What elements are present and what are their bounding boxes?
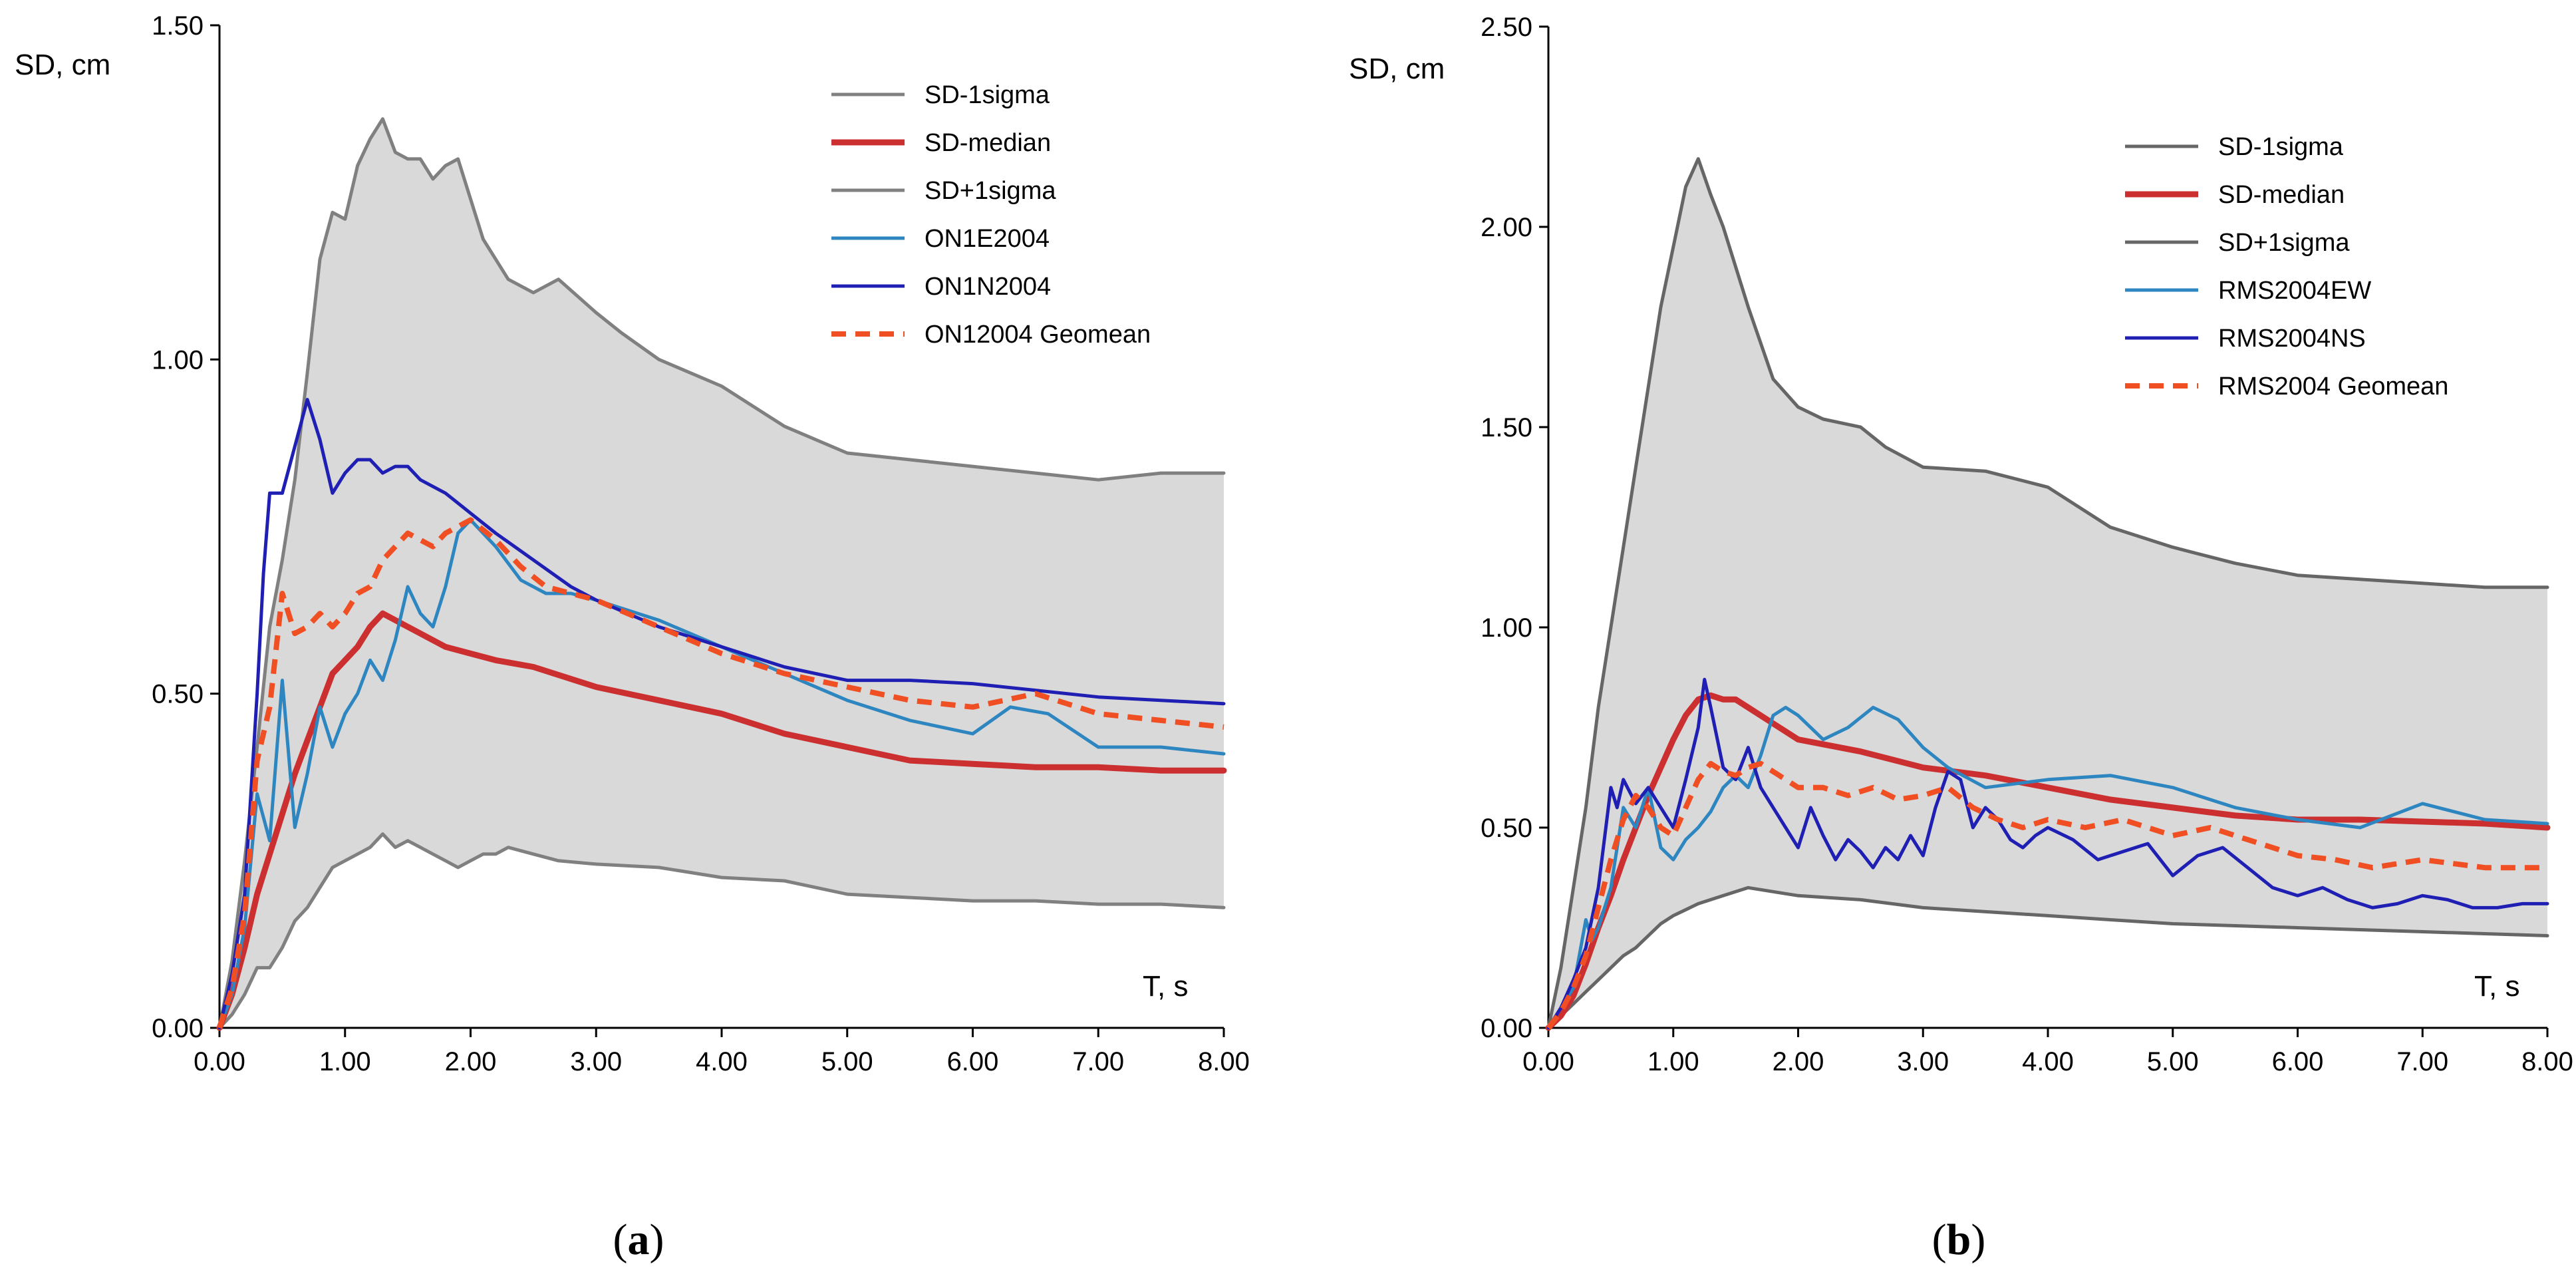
x-tick-label: 1.00 [319, 1047, 371, 1076]
x-tick-label: 7.00 [1072, 1047, 1124, 1076]
series-on1e2004 [217, 518, 1226, 1030]
chart-a-legend: SD-1sigma SD-median SD+1sigma ON1E2004 ON1N2… [831, 81, 1151, 349]
legend-label-rms2004ns: RMS2004NS [2218, 325, 2366, 353]
x-tick-label: 8.00 [2521, 1047, 2573, 1076]
chart-a-y-label: SD, cm [15, 49, 110, 81]
y-tick-label: 0.00 [152, 1014, 204, 1043]
chart-a: 0.00 1.00 2.00 3.00 4.00 5.00 6.00 7.00 8.00 0.0… [15, 11, 1250, 1264]
y-tick-label: 1.50 [1481, 413, 1532, 442]
legend-label-rms2004-geomean: RMS2004 Geomean [2218, 373, 2448, 400]
legend-label-rms2004ew: RMS2004EW [2218, 277, 2371, 305]
chart-b-x-label: T, s [2474, 970, 2519, 1003]
chart-a-x-ticks: 0.00 1.00 2.00 3.00 4.00 5.00 6.00 7.00 8.00 [194, 1028, 1250, 1076]
y-tick-label: 0.50 [152, 680, 204, 709]
series-rms2004ns [1546, 677, 2549, 1030]
chart-b: 0.00 1.00 2.00 3.00 4.00 5.00 6.00 7.00 8.00 0.0… [1349, 13, 2573, 1264]
x-tick-label: 0.00 [194, 1047, 245, 1076]
x-tick-label: 4.00 [696, 1047, 748, 1076]
x-tick-label: 0.00 [1522, 1047, 1574, 1076]
series-on12004-geomean [217, 517, 1224, 1029]
series-sd-1sigma [217, 832, 1226, 1030]
legend-label-on12004-geomean: ON12004 Geomean [925, 321, 1151, 349]
series-sd-1sigma [1546, 885, 2549, 1030]
chart-b-x-ticks: 0.00 1.00 2.00 3.00 4.00 5.00 6.00 7.00 8.00 [1522, 1028, 2573, 1076]
x-tick-label: 2.00 [1773, 1047, 1824, 1076]
x-tick-label: 8.00 [1198, 1047, 1250, 1076]
legend-label-on1n2004: ON1N2004 [925, 273, 1051, 301]
series-rms2004-geomean [1546, 760, 2547, 1030]
x-tick-label: 2.00 [445, 1047, 497, 1076]
series-on1n2004 [217, 398, 1226, 1030]
legend-label-sd-1sigma: SD+1sigma [925, 177, 1056, 205]
series-sd-median [216, 610, 1227, 1031]
chart-b-legend: SD-1sigma SD-median SD+1sigma RMS2004EW RMS2… [2125, 133, 2448, 400]
chart-b-sigma-band [1548, 158, 2547, 1029]
chart-b-panel-label: (b) [1932, 1215, 1986, 1264]
x-tick-label: 6.00 [2272, 1047, 2324, 1076]
y-tick-label: 1.00 [1481, 613, 1532, 643]
legend-label-sd-1sigma: SD+1sigma [2218, 229, 2350, 257]
x-tick-label: 1.00 [1647, 1047, 1699, 1076]
legend-label-sd-median: SD-median [925, 129, 1051, 157]
x-tick-label: 4.00 [2022, 1047, 2074, 1076]
chart-a-series [216, 117, 1227, 1031]
series-sd-median [1545, 692, 2551, 1031]
series-rms2004ew [1546, 705, 2549, 1030]
x-tick-label: 3.00 [1897, 1047, 1949, 1076]
x-tick-label: 5.00 [821, 1047, 873, 1076]
x-tick-label: 3.00 [570, 1047, 622, 1076]
y-tick-label: 1.00 [152, 345, 204, 375]
legend-label-sd-median: SD-median [2218, 181, 2345, 209]
chart-b-panel-letter: b [1947, 1215, 1971, 1264]
chart-b-band-area [1548, 158, 2547, 1029]
y-tick-label: 2.50 [1481, 13, 1532, 42]
legend-label-on1e2004: ON1E2004 [925, 225, 1050, 253]
x-tick-label: 6.00 [947, 1047, 999, 1076]
chart-a-panel-letter: a [628, 1215, 650, 1264]
legend-label-sd-1sigma: SD-1sigma [2218, 133, 2344, 161]
y-tick-label: 0.00 [1481, 1014, 1532, 1043]
chart-a-band-area [219, 118, 1224, 1029]
chart-a-sigma-band [219, 118, 1224, 1029]
legend-label-sd-1sigma: SD-1sigma [925, 81, 1050, 109]
chart-b-series [1545, 157, 2551, 1031]
x-tick-label: 7.00 [2396, 1047, 2448, 1076]
chart-a-x-label: T, s [1143, 970, 1188, 1003]
y-tick-label: 1.50 [152, 11, 204, 41]
x-tick-label: 5.00 [2147, 1047, 2199, 1076]
chart-b-y-label: SD, cm [1349, 53, 1445, 85]
y-tick-label: 0.50 [1481, 814, 1532, 843]
y-tick-label: 2.00 [1481, 213, 1532, 242]
series-sd-1sigma [217, 117, 1226, 1030]
chart-a-y-ticks: 0.00 0.50 1.00 1.50 [152, 11, 219, 1043]
chart-b-y-ticks: 0.00 0.50 1.00 1.50 2.00 2.50 [1481, 13, 1548, 1043]
series-sd-1sigma [1546, 157, 2549, 1030]
chart-a-panel-label: (a) [613, 1215, 664, 1264]
